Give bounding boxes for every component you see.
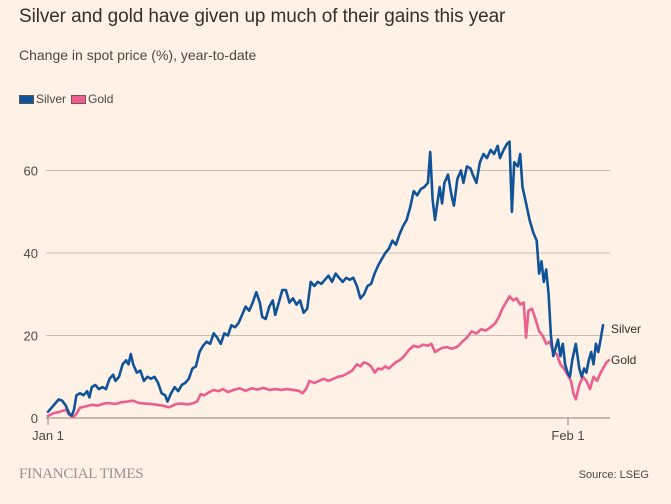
legend-label-silver: Silver [36, 92, 67, 106]
y-tick-label-40: 40 [24, 246, 38, 261]
legend-swatch-silver [19, 94, 34, 104]
series-line-silver [46, 140, 605, 417]
x-tick-label-feb-1: Feb 1 [551, 428, 584, 443]
chart-subtitle: Change in spot price (%), year-to-date [19, 47, 257, 63]
x-axis: Jan 1 Feb 1 [32, 417, 610, 443]
series-line-gold [46, 295, 611, 419]
source-note: Source: LSEG [578, 469, 649, 481]
legend-item-gold: Gold [71, 92, 113, 106]
y-tick-label-60: 60 [24, 164, 38, 179]
ft-logo: FINANCIAL TIMES [19, 466, 144, 482]
legend-label-gold: Gold [88, 92, 114, 106]
legend-item-silver: Silver [19, 92, 66, 106]
legend-swatch-gold [71, 94, 87, 104]
x-tick-label-jan-1: Jan 1 [32, 428, 64, 443]
end-label-silver: Silver [611, 322, 641, 336]
legend: Silver Gold [19, 92, 118, 106]
series-lines [46, 140, 611, 419]
y-tick-label-20: 20 [24, 329, 38, 344]
series-end-labels: Gold Silver [611, 322, 641, 367]
gridlines [46, 170, 610, 336]
y-axis-ticks: 0 20 40 60 [24, 164, 38, 427]
chart-title: Silver and gold have given up much of th… [19, 6, 506, 27]
y-tick-label-0: 0 [31, 411, 38, 426]
end-label-gold: Gold [611, 353, 636, 367]
